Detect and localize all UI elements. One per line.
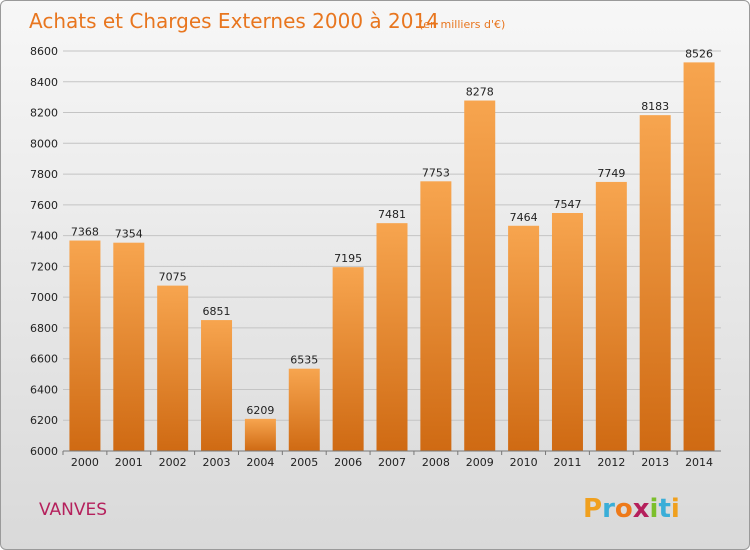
- x-tick-label: 2013: [641, 456, 669, 469]
- bar-2002: [157, 285, 189, 451]
- y-tick-label: 6000: [30, 445, 58, 458]
- bar-2000: [69, 240, 101, 451]
- y-tick-label: 7400: [30, 230, 58, 243]
- value-label: 7464: [510, 211, 538, 224]
- bar-2008: [420, 181, 452, 452]
- y-tick-label: 6800: [30, 322, 58, 335]
- value-label: 8183: [641, 100, 669, 113]
- x-tick-label: 2002: [159, 456, 187, 469]
- value-label: 8278: [466, 86, 494, 99]
- bar-2011: [551, 213, 583, 451]
- bar-2003: [201, 320, 233, 451]
- y-tick-label: 6600: [30, 353, 58, 366]
- y-tick-label: 6200: [30, 414, 58, 427]
- y-tick-label: 8400: [30, 76, 58, 89]
- bar-2007: [376, 223, 408, 451]
- value-label: 6209: [246, 404, 274, 417]
- logo-letter: i: [671, 494, 680, 524]
- value-label: 6851: [203, 305, 231, 318]
- value-label: 7547: [553, 198, 581, 211]
- x-tick-label: 2014: [685, 456, 713, 469]
- x-tick-label: 2005: [290, 456, 318, 469]
- city-name: VANVES: [39, 500, 107, 520]
- chart-title: Achats et Charges Externes 2000 à 2014: [29, 9, 439, 33]
- logo-letter: r: [602, 494, 615, 524]
- logo-letter: P: [583, 494, 602, 524]
- value-label: 7075: [159, 271, 187, 284]
- x-axis: 2000 2001 2002 2003 2004 2005 2006 2007 2008 2009…: [62, 451, 713, 469]
- logo-letter: o: [615, 494, 633, 524]
- x-tick-label: 2003: [203, 456, 231, 469]
- x-tick-label: 2001: [115, 456, 143, 469]
- bar-2001: [113, 242, 145, 451]
- value-label: 6535: [290, 354, 318, 367]
- y-tick-label: 7000: [30, 291, 58, 304]
- chart-subtitle: (en milliers d'€): [419, 18, 505, 31]
- bar-2004: [244, 418, 276, 451]
- bar-2014: [683, 62, 715, 452]
- x-tick-label: 2004: [246, 456, 274, 469]
- proxiti-logo: Proxiti: [583, 494, 680, 524]
- value-label: 7195: [334, 252, 362, 265]
- value-label: 7368: [71, 226, 99, 239]
- bar-2012: [595, 181, 627, 451]
- logo-letter: t: [658, 494, 670, 524]
- y-tick-label: 7800: [30, 168, 58, 181]
- bar-2006: [332, 267, 364, 451]
- bars: 7368 7354 7075 6851 6209 6535 7195 7481 7753 8278…: [69, 47, 715, 452]
- value-label: 7753: [422, 166, 450, 179]
- x-tick-label: 2006: [334, 456, 362, 469]
- logo-letter: x: [633, 494, 650, 524]
- y-tick-label: 6400: [30, 383, 58, 396]
- y-tick-label: 8000: [30, 137, 58, 150]
- y-tick-label: 8600: [30, 45, 58, 58]
- logo-letter: i: [650, 494, 659, 524]
- y-tick-label: 8200: [30, 107, 58, 120]
- bar-2005: [288, 368, 320, 451]
- y-tick-label: 7200: [30, 260, 58, 273]
- x-tick-label: 2009: [466, 456, 494, 469]
- x-tick-label: 2000: [71, 456, 99, 469]
- y-axis: 6000 6200 6400 6600 6800 7000 7200 7400 7600 7800…: [30, 45, 58, 458]
- bar-2013: [639, 115, 671, 452]
- y-tick-label: 7600: [30, 199, 58, 212]
- x-tick-label: 2012: [597, 456, 625, 469]
- bar-2010: [508, 225, 540, 451]
- bar-2009: [464, 100, 496, 452]
- value-label: 7749: [597, 167, 625, 180]
- value-label: 7354: [115, 228, 143, 241]
- value-label: 7481: [378, 208, 406, 221]
- x-tick-label: 2011: [553, 456, 581, 469]
- value-label: 8526: [685, 47, 713, 60]
- x-tick-label: 2007: [378, 456, 406, 469]
- x-tick-label: 2008: [422, 456, 450, 469]
- x-tick-label: 2010: [510, 456, 538, 469]
